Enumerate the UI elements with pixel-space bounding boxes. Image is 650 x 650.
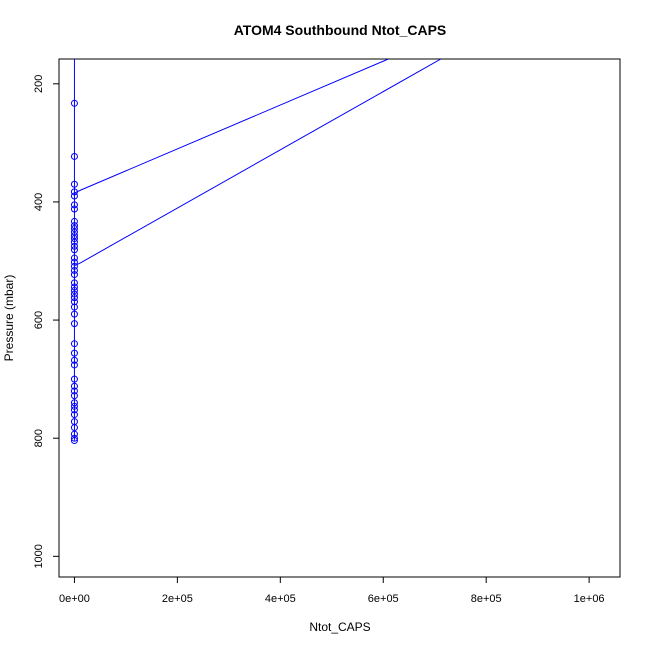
data-point — [70, 310, 78, 318]
data-point — [70, 99, 78, 107]
x-tick-label: 8e+05 — [471, 593, 502, 605]
y-axis: 200 400 600 800 1000 — [33, 75, 60, 569]
x-tick-label: 2e+05 — [162, 593, 193, 605]
data-point — [70, 392, 78, 400]
y-tick-label: 800 — [33, 429, 45, 447]
x-tick-label: 0e+00 — [59, 593, 90, 605]
y-tick-label: 600 — [33, 311, 45, 329]
data-point — [70, 152, 78, 160]
data-point — [70, 437, 78, 445]
data-point — [70, 387, 78, 395]
data-point — [70, 287, 78, 295]
data-point — [70, 298, 78, 306]
data-point — [70, 402, 78, 410]
data-point — [70, 262, 78, 270]
data-point — [70, 217, 78, 225]
data-point — [70, 192, 78, 200]
data-point — [70, 434, 78, 442]
data-point — [70, 242, 78, 250]
data-point — [70, 382, 78, 390]
y-axis-label: Pressure (mbar) — [2, 275, 16, 362]
series-lines — [73, 59, 442, 441]
data-point — [70, 258, 78, 266]
data-point — [70, 361, 78, 369]
plot-frame — [58, 58, 621, 578]
y-tick-label: 200 — [33, 75, 45, 93]
data-point — [70, 320, 78, 328]
data-point — [70, 201, 78, 209]
data-point — [70, 303, 78, 311]
x-axis: 0e+00 2e+05 4e+05 6e+05 8e+05 1e+06 — [59, 576, 605, 605]
data-point — [70, 356, 78, 364]
chart-title: ATOM4 Southbound Ntot_CAPS — [234, 22, 447, 38]
data-point — [70, 399, 78, 407]
data-point — [70, 238, 78, 246]
data-point — [70, 271, 78, 279]
data-point — [70, 246, 78, 254]
x-tick-label: 1e+06 — [574, 593, 605, 605]
data-point — [70, 340, 78, 348]
data-point — [70, 266, 78, 274]
data-point — [70, 188, 78, 196]
x-tick-label: 6e+05 — [368, 593, 399, 605]
data-point — [70, 375, 78, 383]
data-point — [70, 225, 78, 233]
data-point — [70, 349, 78, 357]
series-line — [74, 59, 442, 267]
x-tick-label: 4e+05 — [265, 593, 296, 605]
x-axis-label: Ntot_CAPS — [309, 620, 370, 634]
data-point — [70, 411, 78, 419]
series-points — [70, 99, 78, 445]
data-point — [70, 180, 78, 188]
data-point — [70, 294, 78, 302]
data-point — [70, 290, 78, 298]
series-line — [74, 59, 389, 194]
y-tick-label: 1000 — [33, 544, 45, 568]
data-point — [70, 235, 78, 243]
y-tick-label: 400 — [33, 193, 45, 211]
data-point — [70, 406, 78, 414]
data-point — [70, 205, 78, 213]
data-point — [70, 254, 78, 262]
data-point — [70, 279, 78, 287]
data-point — [70, 283, 78, 291]
